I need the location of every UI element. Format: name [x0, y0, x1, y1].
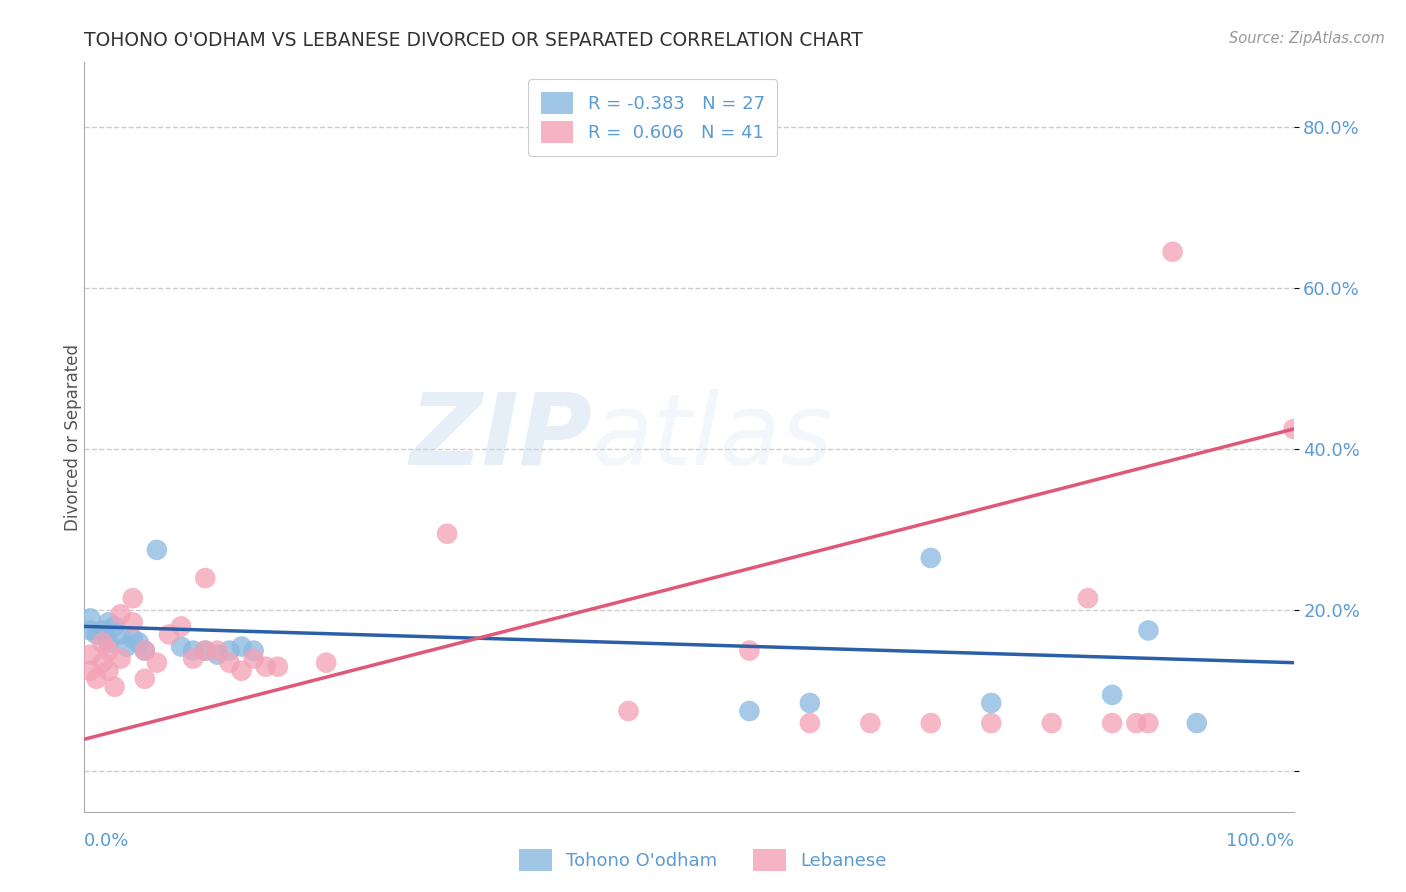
Point [97, 664, 120, 678]
Point [1125, 716, 1147, 731]
Point [980, 696, 1002, 710]
Legend: R = -0.383   N = 27, R =  0.606   N = 41: R = -0.383 N = 27, R = 0.606 N = 41 [529, 79, 778, 155]
Point [738, 704, 761, 718]
Point [1077, 591, 1099, 606]
Point [242, 643, 264, 657]
Point [110, 607, 132, 622]
Point [79, 611, 101, 625]
Y-axis label: Divorced or Separated: Divorced or Separated [65, 343, 82, 531]
Point [157, 627, 180, 641]
Point [799, 716, 821, 731]
Point [134, 643, 156, 657]
Point [134, 643, 156, 657]
Point [110, 627, 132, 641]
Point [91, 635, 114, 649]
Point [218, 656, 240, 670]
Point [207, 648, 229, 662]
Point [97, 643, 120, 657]
Point [315, 656, 337, 670]
Text: atlas: atlas [592, 389, 834, 485]
Point [920, 716, 942, 731]
Point [79, 664, 101, 678]
Point [1185, 716, 1208, 731]
Point [242, 651, 264, 665]
Point [104, 619, 127, 633]
Text: 0.0%: 0.0% [84, 832, 129, 850]
Point [617, 704, 640, 718]
Point [194, 643, 217, 657]
Point [799, 696, 821, 710]
Point [121, 615, 143, 630]
Point [267, 659, 290, 673]
Point [254, 659, 277, 673]
Point [110, 651, 132, 665]
Point [91, 656, 114, 670]
Point [1101, 688, 1123, 702]
Legend: Tohono O'odham, Lebanese: Tohono O'odham, Lebanese [512, 842, 894, 879]
Point [115, 640, 138, 654]
Point [1137, 624, 1160, 638]
Point [79, 648, 101, 662]
Point [920, 550, 942, 565]
Text: TOHONO O'ODHAM VS LEBANESE DIVORCED OR SEPARATED CORRELATION CHART: TOHONO O'ODHAM VS LEBANESE DIVORCED OR S… [84, 30, 863, 50]
Point [146, 656, 169, 670]
Text: Source: ZipAtlas.com: Source: ZipAtlas.com [1229, 31, 1385, 46]
Point [207, 643, 229, 657]
Point [859, 716, 882, 731]
Point [181, 651, 204, 665]
Text: 100.0%: 100.0% [1226, 832, 1294, 850]
Point [121, 632, 143, 646]
Point [104, 680, 127, 694]
Point [980, 716, 1002, 731]
Point [79, 624, 101, 638]
Point [194, 643, 217, 657]
Point [121, 591, 143, 606]
Point [97, 615, 120, 630]
Point [231, 640, 253, 654]
Point [134, 672, 156, 686]
Text: ZIP: ZIP [409, 389, 592, 485]
Point [170, 640, 193, 654]
Point [146, 542, 169, 557]
Point [181, 643, 204, 657]
Point [86, 672, 108, 686]
Point [1040, 716, 1063, 731]
Point [1101, 716, 1123, 731]
Point [86, 627, 108, 641]
Point [170, 619, 193, 633]
Point [738, 643, 761, 657]
Point [97, 635, 120, 649]
Point [218, 643, 240, 657]
Point [194, 571, 217, 585]
Point [91, 624, 114, 638]
Point [1137, 716, 1160, 731]
Point [1282, 422, 1305, 436]
Point [436, 526, 458, 541]
Point [231, 664, 253, 678]
Point [128, 635, 150, 649]
Point [1161, 244, 1184, 259]
